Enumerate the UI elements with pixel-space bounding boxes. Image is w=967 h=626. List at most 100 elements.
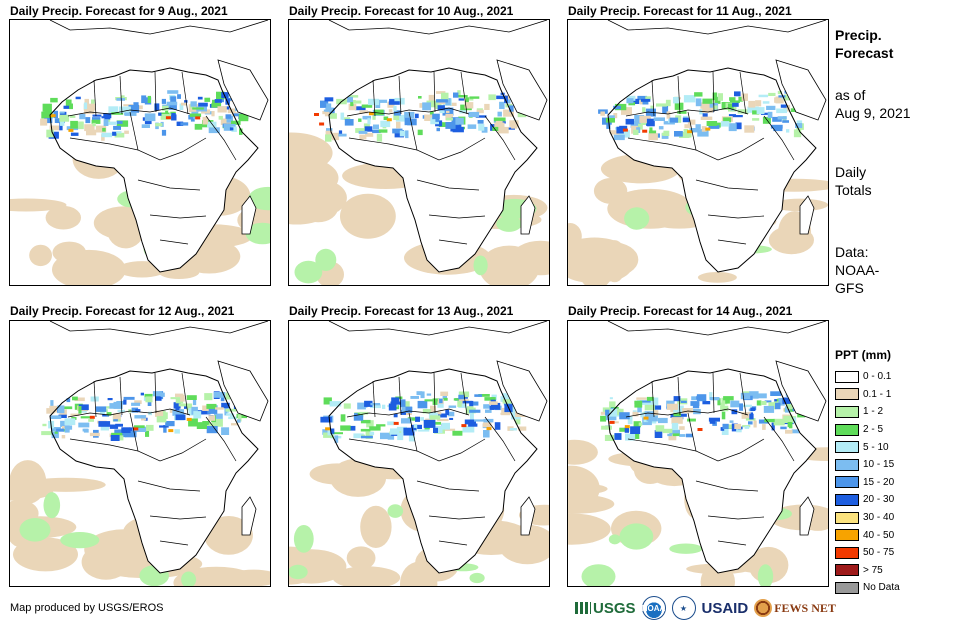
rain-cell [760,401,767,405]
rain-cell [388,403,397,411]
rain-cell [763,405,775,413]
country-border [159,540,189,546]
rain-cell [358,118,362,122]
rain-cell [750,407,756,411]
rain-cell [720,405,729,412]
rain-cell [416,391,423,396]
rain-cell [116,131,122,134]
rain-cell [469,409,481,413]
rain-cell [415,416,420,422]
rain-cell [50,400,54,408]
rain-cell [478,394,490,397]
rain-cell [737,109,749,114]
rain-cell [180,122,189,126]
rain-cell [95,125,107,133]
rain-cell [784,406,791,413]
rain-cell [364,126,373,132]
rain-cell [493,117,506,122]
rain-cell [360,428,371,432]
rain-cell [600,411,606,415]
rain-cell [473,401,479,406]
heavy-rain-cell [642,129,648,133]
rain-cell [677,413,687,417]
rain-cell [161,98,166,104]
rain-cell [59,119,65,126]
legend-item: 1 - 2 [835,403,900,421]
legend-item: 10 - 15 [835,456,900,474]
heavy-rain-cell [133,427,139,431]
rain-cell [213,392,226,398]
rain-cell [741,412,751,419]
rain-cell [458,98,464,101]
side-title-line2: Forecast [835,45,894,61]
rain-cell [689,128,700,133]
rain-cell [429,111,434,118]
rain-cell [78,404,89,411]
usaid-seal-icon: ★ [671,596,696,620]
rain-cell [70,132,79,136]
europe-coast [607,20,827,35]
heavy-rain-cell [393,421,399,425]
rain-cell [785,429,793,434]
rain-cell [101,134,105,141]
rain-cell [230,413,235,419]
rain-cell [178,403,191,407]
rain-cell [753,420,757,428]
rain-cell [102,414,110,417]
light-rain-patch [568,513,611,545]
rain-cell [204,422,212,430]
rain-cell [673,405,684,413]
rain-cell [192,107,204,110]
rain-cell [752,118,760,121]
rain-cell [220,96,224,103]
rain-cell [457,90,461,97]
rain-cell [509,105,514,112]
rain-cell [361,104,373,108]
rain-cell [428,94,435,103]
rain-cell [64,425,70,433]
heavy-rain-cell [386,118,392,122]
rain-cell [441,422,450,430]
rain-cell [734,91,741,97]
rain-cell [483,418,494,423]
rain-cell [221,402,230,409]
light-rain-patch [568,494,615,514]
rain-cell [730,400,740,408]
rain-cell [756,400,762,406]
country-border [763,115,795,161]
continent-land [50,369,258,573]
rain-cell [202,116,208,125]
rain-cell [175,397,184,404]
rain-cell [458,402,467,408]
coastline [607,368,817,574]
rain-cell [481,126,488,133]
rain-cell [609,115,615,120]
rain-cell [186,395,197,400]
country-border [67,408,191,418]
rain-cell [767,111,773,119]
rain-cell [453,92,459,98]
light-rain-patch [492,532,549,551]
rain-cell [376,424,386,427]
rain-cell [634,115,645,122]
rain-cell [388,109,393,113]
rain-cell [413,424,418,432]
rain-cell [768,402,776,410]
light-rain-patch [360,505,392,548]
legend-item: 5 - 10 [835,438,900,456]
rain-cell [740,404,752,408]
country-border [346,408,470,418]
rain-cell [732,115,743,118]
country-border [677,75,681,115]
rain-cell [694,92,703,97]
country-border [372,380,376,418]
rain-cell [467,124,477,129]
country-border [408,111,486,161]
rain-cell [144,120,152,125]
country-border [627,438,697,452]
rain-cell [443,428,456,431]
rain-cell [424,114,436,121]
rain-cell [432,398,440,405]
rain-cell [186,403,193,411]
rain-cell [776,108,787,114]
